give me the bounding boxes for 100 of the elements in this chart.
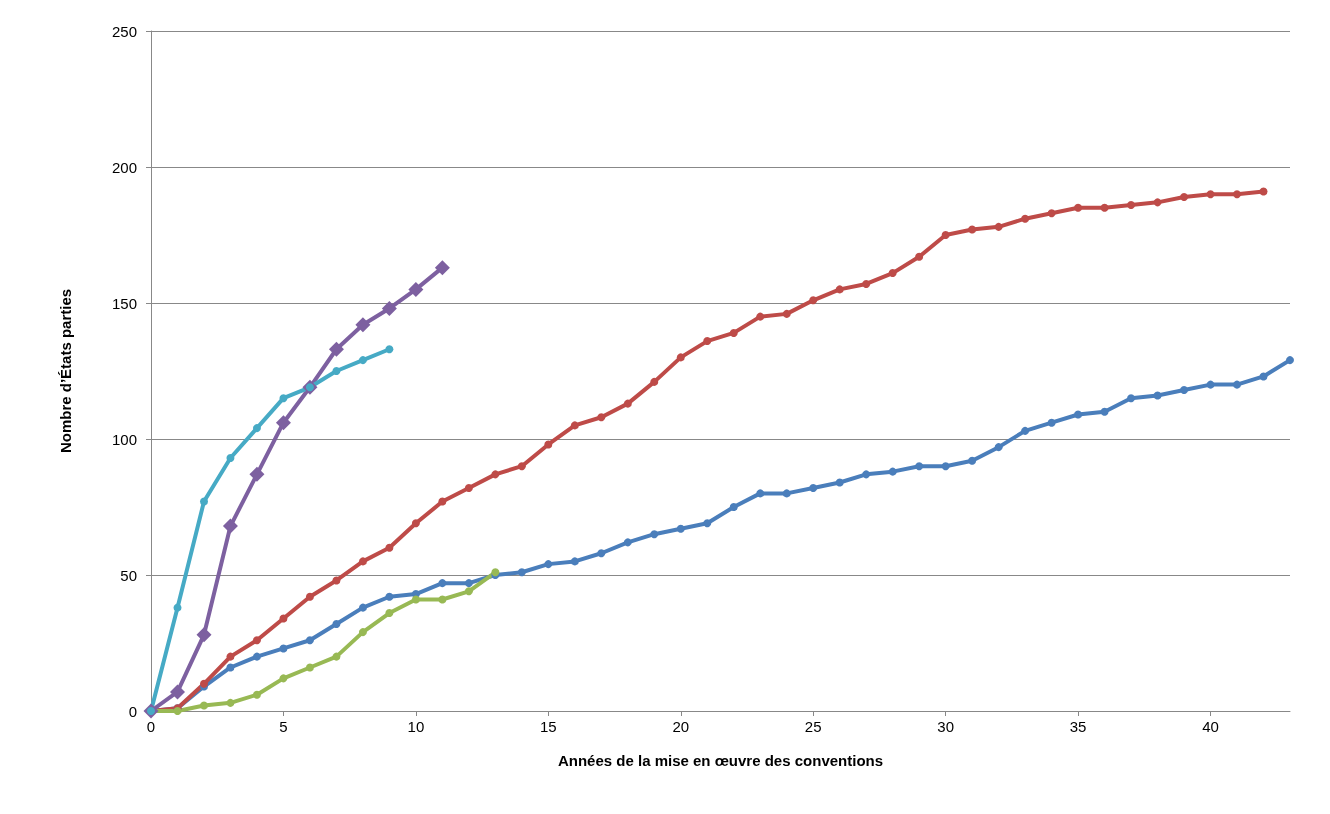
point bbox=[169, 684, 185, 700]
point bbox=[464, 483, 473, 492]
y-tick-label: 150 bbox=[111, 294, 137, 312]
point bbox=[544, 440, 553, 449]
point bbox=[279, 644, 288, 653]
point bbox=[199, 701, 208, 710]
point bbox=[941, 462, 950, 471]
x-tick-label: 0 bbox=[146, 718, 156, 735]
point bbox=[756, 312, 765, 321]
point bbox=[252, 424, 261, 433]
y-tick-label: 50 bbox=[120, 566, 137, 584]
point bbox=[968, 225, 977, 234]
point bbox=[862, 470, 871, 479]
point bbox=[385, 543, 394, 552]
point bbox=[862, 279, 871, 288]
point bbox=[809, 296, 818, 305]
point bbox=[275, 415, 291, 431]
point bbox=[1233, 190, 1242, 199]
point bbox=[381, 300, 397, 316]
point bbox=[888, 467, 897, 476]
point bbox=[676, 353, 685, 362]
point bbox=[994, 222, 1003, 231]
point bbox=[226, 652, 235, 661]
point bbox=[173, 603, 182, 612]
point bbox=[358, 557, 367, 566]
point bbox=[332, 652, 341, 661]
x-tick-label: 25 bbox=[804, 718, 822, 735]
point bbox=[756, 489, 765, 498]
y-tick-label: 200 bbox=[111, 158, 137, 176]
point bbox=[703, 337, 712, 346]
point bbox=[809, 483, 818, 492]
point bbox=[252, 652, 261, 661]
point bbox=[835, 285, 844, 294]
point bbox=[385, 592, 394, 601]
point bbox=[199, 497, 208, 506]
point bbox=[888, 269, 897, 278]
point bbox=[385, 345, 394, 354]
point bbox=[1259, 187, 1268, 196]
point bbox=[252, 690, 261, 699]
point bbox=[1180, 192, 1189, 201]
point bbox=[249, 466, 265, 482]
point bbox=[358, 603, 367, 612]
point bbox=[703, 519, 712, 528]
point bbox=[570, 557, 579, 566]
point bbox=[544, 560, 553, 569]
point bbox=[438, 497, 447, 506]
point bbox=[305, 663, 314, 672]
point bbox=[1206, 190, 1215, 199]
point bbox=[835, 478, 844, 487]
point bbox=[1153, 391, 1162, 400]
point bbox=[1206, 380, 1215, 389]
point bbox=[1074, 203, 1083, 212]
point bbox=[1127, 394, 1136, 403]
point bbox=[729, 503, 738, 511]
point bbox=[1153, 198, 1162, 207]
x-tick-label: 30 bbox=[937, 718, 954, 735]
point bbox=[570, 421, 579, 430]
point bbox=[464, 587, 473, 596]
point bbox=[650, 377, 659, 386]
point bbox=[1047, 209, 1056, 218]
point bbox=[915, 462, 924, 471]
point bbox=[1100, 407, 1109, 416]
point bbox=[332, 619, 341, 628]
point bbox=[1021, 214, 1030, 223]
point bbox=[1100, 203, 1109, 212]
point bbox=[1021, 426, 1030, 435]
point bbox=[464, 579, 473, 588]
point bbox=[1047, 418, 1056, 427]
point bbox=[226, 698, 235, 707]
point bbox=[517, 568, 526, 577]
point bbox=[438, 579, 447, 588]
point bbox=[355, 317, 371, 333]
point bbox=[358, 628, 367, 637]
point bbox=[328, 341, 344, 357]
x-tick-label: 5 bbox=[279, 718, 288, 735]
point bbox=[434, 260, 450, 276]
point bbox=[1259, 372, 1268, 381]
point bbox=[597, 413, 606, 422]
point bbox=[968, 456, 977, 465]
point bbox=[782, 309, 791, 318]
point bbox=[729, 328, 738, 337]
point bbox=[332, 576, 341, 585]
point bbox=[332, 367, 341, 375]
y-tick-label: 100 bbox=[111, 430, 137, 448]
point bbox=[358, 356, 367, 365]
point bbox=[279, 674, 288, 683]
x-axis-title: Années de la mise en œuvre des conventions bbox=[557, 752, 884, 769]
point bbox=[1233, 380, 1242, 389]
point bbox=[226, 663, 235, 672]
point bbox=[941, 231, 950, 239]
point bbox=[279, 394, 288, 403]
point bbox=[597, 549, 606, 558]
point bbox=[222, 518, 238, 534]
point bbox=[1127, 201, 1136, 210]
point bbox=[411, 595, 420, 604]
point bbox=[385, 609, 394, 618]
point bbox=[517, 462, 526, 471]
point bbox=[1180, 386, 1189, 395]
point bbox=[252, 636, 261, 645]
y-tick-label: 250 bbox=[111, 22, 137, 40]
